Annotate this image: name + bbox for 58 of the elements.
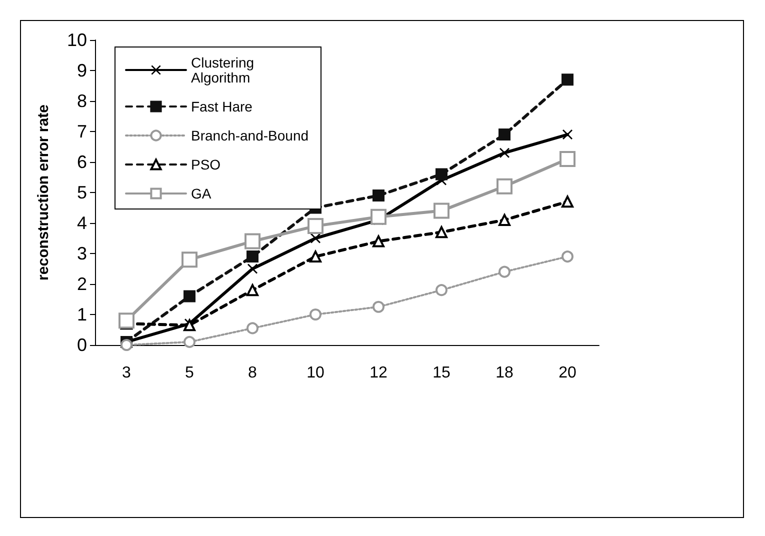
point [436, 284, 448, 296]
x-tick-label: 20 [558, 364, 576, 382]
x-tick-label: 10 [306, 364, 324, 382]
y-tick-label: 1 [76, 304, 87, 324]
y-tick-label: 7 [76, 122, 87, 142]
point [310, 233, 320, 244]
y-tick-label: 6 [76, 152, 87, 172]
point [434, 202, 450, 219]
point [498, 128, 510, 141]
x-tick-label: 8 [248, 364, 258, 382]
point [120, 339, 132, 351]
point [370, 208, 386, 225]
y-tick-label: 10 [66, 30, 87, 50]
point [436, 226, 448, 238]
point [562, 196, 574, 208]
point [498, 214, 510, 226]
y-tick-label: 8 [76, 91, 87, 111]
point [496, 178, 512, 194]
legend-label: GA [191, 186, 212, 202]
y-tick-label: 5 [76, 182, 87, 202]
point [310, 308, 322, 320]
point [310, 250, 322, 263]
point [372, 235, 384, 248]
legend-label: Fast Hare [191, 98, 253, 114]
point [560, 150, 576, 167]
legend-label: Branch-and-Bound [191, 128, 309, 144]
point [246, 250, 258, 263]
y-tick-label: 2 [76, 274, 87, 294]
point [500, 148, 510, 158]
y-tick-label: 4 [76, 213, 87, 233]
point [562, 250, 574, 263]
x-tick-label: 18 [496, 364, 514, 382]
point [308, 218, 324, 234]
point [246, 322, 258, 334]
x-tick-label: 5 [185, 364, 194, 382]
point [118, 312, 134, 329]
point [248, 264, 258, 274]
point [182, 252, 198, 268]
point [184, 319, 196, 332]
x-tick-label: 12 [370, 364, 388, 382]
point [562, 74, 574, 86]
legend-label: PSO [191, 156, 221, 172]
y-tick-label: 0 [76, 335, 87, 355]
point [498, 266, 510, 278]
point [562, 130, 572, 140]
point [372, 190, 384, 202]
x-tick-label: 3 [122, 364, 132, 382]
x-tick-label: 15 [432, 364, 450, 382]
y-axis-title: reconstruction error rate [35, 104, 52, 280]
y-tick-label: 9 [76, 60, 87, 80]
point [246, 284, 258, 296]
point [184, 290, 196, 302]
point [244, 233, 260, 250]
point [436, 168, 448, 180]
legend-label: Clustering Algorithm [191, 54, 258, 86]
point [372, 300, 384, 313]
y-tick-label: 3 [76, 244, 87, 264]
point [184, 336, 196, 348]
